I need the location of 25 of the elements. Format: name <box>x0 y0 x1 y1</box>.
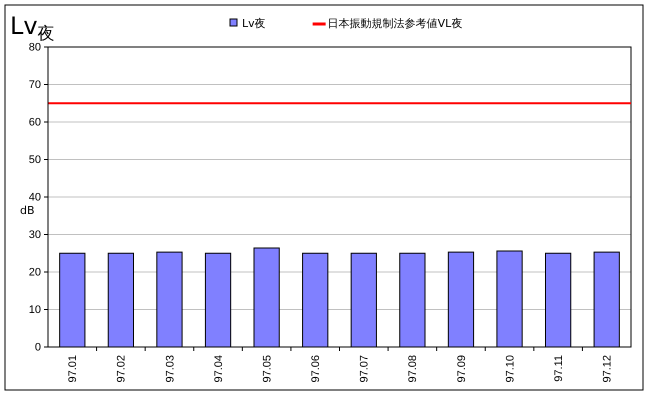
x-tick-label: 97.09 <box>456 355 468 383</box>
legend-label: Lv夜 <box>242 17 266 30</box>
x-tick-label: 97.04 <box>212 355 225 383</box>
chart-title: Lv$_{夜}$ <box>10 12 55 44</box>
y-tick-label: 0 <box>34 342 41 354</box>
y-tick-label: 30 <box>28 229 41 242</box>
y-tick-label: 50 <box>28 154 41 166</box>
legend-label: 日本振動規制法参考値VL夜 <box>328 17 462 30</box>
x-tick-label: 97.10 <box>504 355 516 383</box>
y-tick-label: 40 <box>28 192 41 204</box>
y-tick-label: 60 <box>28 116 41 129</box>
x-tick-label: 97.01 <box>67 355 80 383</box>
x-tick-label: 97.06 <box>310 355 322 383</box>
x-tick-label: 97.12 <box>602 355 614 383</box>
x-tick-label: 97.07 <box>358 355 371 383</box>
y-axis-title: dB <box>20 204 35 217</box>
x-tick-label: 97.02 <box>116 355 128 383</box>
x-tick-label: 97.08 <box>407 355 420 383</box>
y-tick-label: 20 <box>28 266 41 279</box>
x-tick-label: 97.05 <box>261 355 274 383</box>
y-tick-label: 10 <box>28 304 41 316</box>
x-tick-label: 97.03 <box>164 355 176 383</box>
y-tick-label: 70 <box>28 79 41 92</box>
x-tick-label: 97.11 <box>552 355 565 382</box>
y-tick-label: 80 <box>28 42 41 54</box>
